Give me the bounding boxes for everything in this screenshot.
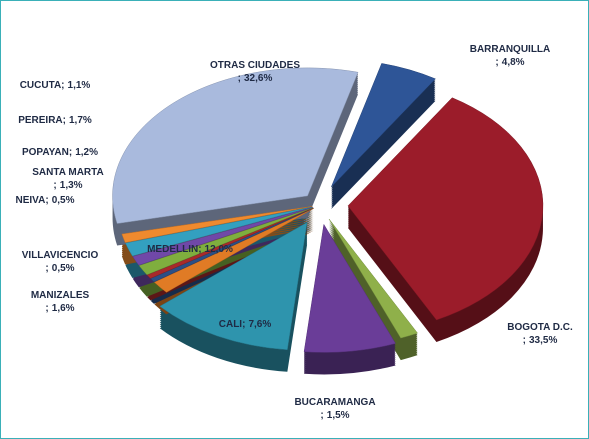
label-name: OTRAS CIUDADES bbox=[210, 60, 300, 71]
data-label: PEREIRA; 1,7% bbox=[18, 115, 92, 126]
label-separator: ; bbox=[320, 410, 323, 421]
label-value: 1,6% bbox=[52, 303, 75, 314]
label-name: BARRANQUILLA bbox=[470, 44, 551, 55]
data-label: POPAYAN; 1,2% bbox=[22, 147, 98, 158]
label-separator: ; bbox=[61, 80, 64, 91]
slice bbox=[138, 207, 314, 276]
label-separator: ; bbox=[69, 147, 72, 158]
label-separator: ; bbox=[45, 303, 48, 314]
label-name: PEREIRA bbox=[18, 115, 62, 126]
data-label: OTRAS CIUDADES; 32,6% bbox=[210, 60, 300, 84]
label-value: 4,8% bbox=[502, 57, 525, 68]
label-value: 1,5% bbox=[327, 410, 350, 421]
label-separator: ; bbox=[198, 244, 201, 255]
label-name: BUCARAMANGA bbox=[294, 397, 375, 408]
label-value: 1,1% bbox=[68, 80, 91, 91]
slice bbox=[146, 207, 314, 279]
data-label: BOGOTA D.C.; 33,5% bbox=[507, 322, 573, 346]
label-name: CALI bbox=[219, 319, 243, 330]
label-value: 33,5% bbox=[529, 335, 557, 346]
label-separator: ; bbox=[63, 115, 66, 126]
data-label: BUCARAMANGA; 1,5% bbox=[294, 397, 375, 421]
label-value: 1,7% bbox=[69, 115, 92, 126]
data-label: CALI; 7,6% bbox=[219, 319, 272, 330]
pie-tops bbox=[112, 63, 544, 353]
data-label: MEDELLIN; 12,0% bbox=[147, 244, 233, 255]
label-value: 1,2% bbox=[75, 147, 98, 158]
label-value: 7,6% bbox=[248, 319, 271, 330]
label-value: 0,5% bbox=[52, 263, 75, 274]
label-separator: ; bbox=[45, 195, 48, 206]
slice bbox=[159, 221, 308, 351]
label-separator: ; bbox=[495, 57, 498, 68]
label-separator: ; bbox=[53, 180, 56, 191]
slice bbox=[303, 223, 396, 353]
label-separator: ; bbox=[523, 335, 526, 346]
label-separator: ; bbox=[45, 263, 48, 274]
label-value: 12,0% bbox=[205, 244, 233, 255]
slice bbox=[328, 218, 418, 339]
data-label: BARRANQUILLA; 4,8% bbox=[470, 44, 551, 68]
slice bbox=[347, 97, 544, 321]
label-value: 1,3% bbox=[60, 180, 83, 191]
data-label: MANIZALES; 1,6% bbox=[31, 290, 90, 314]
data-label: VILLAVICENCIO; 0,5% bbox=[22, 250, 99, 274]
slice bbox=[112, 67, 359, 224]
data-label: CUCUTA; 1,1% bbox=[20, 80, 91, 91]
label-name: POPAYAN bbox=[22, 147, 69, 158]
label-name: VILLAVICENCIO bbox=[22, 250, 99, 261]
label-name: CUCUTA bbox=[20, 80, 61, 91]
slice bbox=[153, 208, 314, 293]
label-name: NEIVA bbox=[16, 195, 46, 206]
label-name: BOGOTA D.C. bbox=[507, 322, 573, 333]
slice bbox=[121, 206, 313, 243]
label-separator: ; bbox=[242, 319, 245, 330]
labels: BARRANQUILLA; 4,8%BOGOTA D.C.; 33,5%BUCARA… bbox=[16, 44, 573, 421]
label-name: MEDELLIN bbox=[147, 244, 198, 255]
data-label: NEIVA; 0,5% bbox=[16, 195, 75, 206]
slice bbox=[331, 63, 436, 188]
label-name: SANTA MARTA bbox=[32, 167, 103, 178]
label-separator: ; bbox=[238, 73, 241, 84]
data-label: SANTA MARTA; 1,3% bbox=[32, 167, 103, 191]
label-value: 0,5% bbox=[52, 195, 75, 206]
label-value: 32,6% bbox=[244, 73, 272, 84]
slice bbox=[132, 207, 313, 266]
label-name: MANIZALES bbox=[31, 290, 90, 301]
slice bbox=[125, 206, 313, 257]
